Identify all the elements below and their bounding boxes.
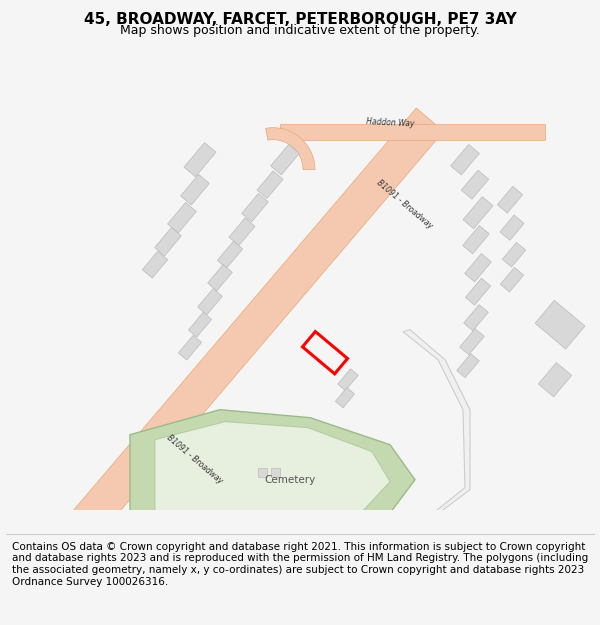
Text: Contains OS data © Crown copyright and database right 2021. This information is : Contains OS data © Crown copyright and d… [12,542,588,586]
Text: Cemetery: Cemetery [265,474,316,484]
Polygon shape [280,124,545,139]
Polygon shape [217,241,242,268]
Polygon shape [130,410,415,519]
Polygon shape [463,197,493,229]
Polygon shape [167,202,196,233]
Polygon shape [497,186,523,213]
Polygon shape [502,242,526,267]
Polygon shape [538,362,572,397]
Polygon shape [466,278,491,305]
Polygon shape [257,171,283,199]
Polygon shape [535,301,585,349]
Polygon shape [460,329,484,355]
Polygon shape [178,336,202,360]
Polygon shape [41,108,443,571]
Polygon shape [188,312,212,337]
Text: B1091 - Broadway: B1091 - Broadway [376,179,434,231]
Polygon shape [271,468,280,477]
Polygon shape [463,226,490,254]
Polygon shape [464,254,491,282]
Polygon shape [257,468,266,477]
Text: 45, BROADWAY, FARCET, PETERBOROUGH, PE7 3AY: 45, BROADWAY, FARCET, PETERBOROUGH, PE7 … [83,12,517,27]
Polygon shape [338,369,358,391]
Polygon shape [181,174,209,205]
Polygon shape [457,354,479,377]
Polygon shape [403,329,470,519]
Polygon shape [142,251,167,278]
Polygon shape [208,264,232,291]
Text: B1091 - Broadway: B1091 - Broadway [166,434,224,486]
Polygon shape [271,144,299,175]
Polygon shape [229,218,255,246]
Polygon shape [335,388,355,408]
Text: Haddon Way: Haddon Way [365,117,415,129]
Polygon shape [184,142,216,177]
Polygon shape [155,422,390,512]
Polygon shape [500,215,524,240]
Polygon shape [197,289,223,315]
Polygon shape [155,228,181,256]
Polygon shape [242,194,268,222]
Polygon shape [461,170,489,199]
Polygon shape [266,127,315,169]
Polygon shape [451,144,479,175]
Polygon shape [500,268,524,292]
Text: Map shows position and indicative extent of the property.: Map shows position and indicative extent… [120,24,480,36]
Polygon shape [464,304,488,331]
